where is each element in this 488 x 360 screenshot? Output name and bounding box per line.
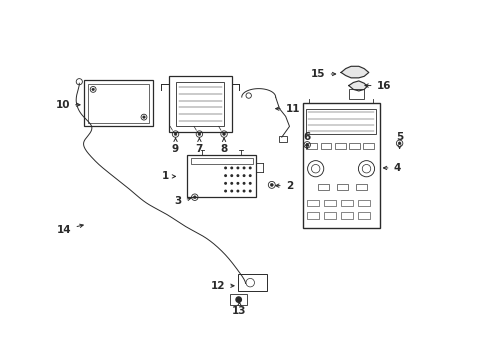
Bar [230, 294, 246, 305]
Circle shape [224, 175, 226, 176]
Bar [306, 212, 318, 219]
Text: 3: 3 [174, 196, 191, 206]
Bar [324, 199, 335, 206]
Polygon shape [348, 81, 366, 91]
Text: 7: 7 [195, 138, 203, 154]
Bar [190, 158, 252, 164]
Text: 9: 9 [172, 138, 179, 154]
Bar [87, 84, 149, 122]
Text: 1: 1 [161, 171, 175, 181]
Bar [302, 103, 379, 228]
Text: 8: 8 [220, 138, 227, 154]
Text: 11: 11 [275, 104, 300, 114]
Bar [324, 212, 335, 219]
Text: 14: 14 [57, 224, 83, 235]
Circle shape [92, 88, 94, 91]
Circle shape [224, 167, 226, 169]
Circle shape [397, 142, 400, 145]
Circle shape [243, 183, 244, 184]
Circle shape [243, 175, 244, 176]
Circle shape [249, 183, 250, 184]
Bar [187, 155, 256, 197]
Text: 10: 10 [56, 100, 80, 110]
Bar [341, 212, 352, 219]
Bar [168, 76, 231, 132]
Bar [320, 143, 331, 149]
Circle shape [249, 175, 250, 176]
Circle shape [237, 183, 238, 184]
Bar [238, 274, 266, 291]
Circle shape [230, 190, 232, 192]
Circle shape [230, 175, 232, 176]
Circle shape [224, 190, 226, 192]
Circle shape [237, 190, 238, 192]
Text: 6: 6 [303, 132, 310, 148]
Text: 2: 2 [275, 181, 292, 191]
Polygon shape [341, 66, 368, 78]
Text: 12: 12 [211, 281, 234, 291]
Text: 13: 13 [232, 302, 246, 316]
Circle shape [237, 175, 238, 176]
Bar [334, 143, 345, 149]
Bar [176, 82, 224, 126]
Circle shape [222, 132, 225, 135]
Bar [84, 80, 153, 126]
Bar [317, 184, 328, 190]
Circle shape [305, 143, 308, 146]
Circle shape [249, 190, 250, 192]
Bar [306, 199, 318, 206]
Circle shape [224, 183, 226, 184]
Bar [348, 143, 359, 149]
Text: 16: 16 [364, 81, 390, 91]
Bar [357, 199, 369, 206]
Circle shape [174, 132, 177, 135]
Bar [279, 136, 286, 142]
Circle shape [237, 167, 238, 169]
Bar [363, 143, 373, 149]
Circle shape [198, 132, 201, 135]
Circle shape [270, 183, 273, 186]
Text: 5: 5 [395, 132, 403, 148]
Bar [357, 212, 369, 219]
Circle shape [230, 183, 232, 184]
Circle shape [243, 167, 244, 169]
Circle shape [243, 190, 244, 192]
Circle shape [236, 297, 241, 302]
Bar [337, 184, 347, 190]
Circle shape [230, 167, 232, 169]
Text: 4: 4 [383, 163, 400, 173]
Text: 15: 15 [310, 69, 335, 79]
Circle shape [193, 196, 196, 199]
Circle shape [142, 116, 145, 118]
Bar [306, 143, 317, 149]
Bar [348, 89, 364, 99]
Bar [356, 184, 366, 190]
Bar [341, 199, 352, 206]
Circle shape [249, 167, 250, 169]
Bar [306, 109, 375, 134]
